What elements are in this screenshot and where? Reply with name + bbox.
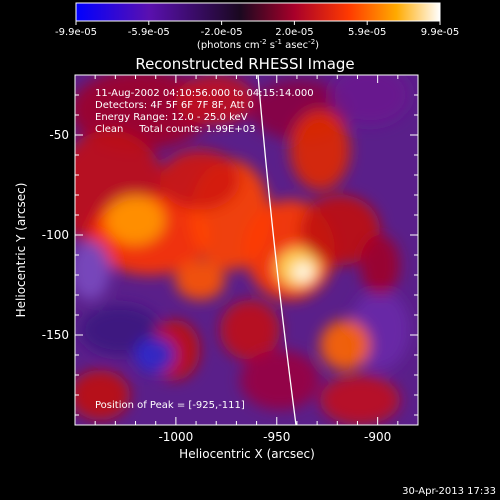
heatmap-blob (105, 195, 165, 245)
colorbar-tick-label: -5.9e-05 (128, 27, 170, 38)
heatmap-blob (320, 320, 370, 370)
y-tick-label: -50 (49, 128, 69, 142)
y-axis-label: Heliocentric Y (arcsec) (14, 183, 28, 318)
y-tick-label: -100 (42, 228, 69, 242)
annotation-peak: Position of Peak = [-925,-111] (95, 400, 245, 411)
heatmap-blob (293, 263, 313, 281)
x-tick-label: -950 (263, 430, 290, 444)
heatmap-blob (135, 337, 175, 373)
plot-frame (74, 74, 419, 426)
solar-limb (257, 75, 297, 425)
axis-tick-labels: -1000 -950 -900 -50 -100 -150 (42, 128, 391, 444)
x-tick-label: -900 (364, 430, 391, 444)
heatmap-blob (290, 110, 350, 190)
annotation-time: 11-Aug-2002 04:10:56.000 to 04:15:14.000 (95, 88, 314, 99)
x-tick-label: -1000 (158, 430, 193, 444)
footer-timestamp: 30-Apr-2013 17:33 (402, 486, 496, 497)
colorbar-ticks (75, 21, 441, 25)
colorbar-tick-label: 2.0e-05 (275, 27, 313, 38)
colorbar-tick-label: 5.9e-05 (348, 27, 386, 38)
colorbar-tick-label: 9.9e-05 (421, 27, 459, 38)
annotation-energy: Energy Range: 12.0 - 25.0 keV (95, 112, 248, 123)
axis-ticks (75, 75, 418, 425)
annotations: 11-Aug-2002 04:10:56.000 to 04:15:14.000… (95, 88, 314, 411)
y-tick-label: -150 (42, 328, 69, 342)
heatmap-blob (175, 75, 255, 125)
x-axis-label: Heliocentric X (arcsec) (179, 447, 315, 461)
colorbar-tick-label: -2.0e-05 (201, 27, 243, 38)
chart-title: Reconstructed RHESSI Image (135, 55, 354, 73)
colorbar-units: (photons cm-2 s-1 asec-2) (197, 38, 319, 51)
heatmap-blob (175, 260, 225, 300)
colorbar-tick-label: -9.9e-05 (55, 27, 97, 38)
heatmap-blob (80, 305, 160, 355)
heatmap-blob (240, 350, 320, 410)
heatmap-blob (320, 375, 400, 425)
heatmap-blob (75, 240, 110, 300)
colorbar (75, 2, 441, 22)
annotation-detectors: Detectors: 4F 5F 6F 7F 8F, Att 0 (95, 100, 254, 111)
heatmap-image (75, 75, 418, 425)
heatmap-blob (75, 370, 130, 420)
annotation-clean: Clean Total counts: 1.99E+03 (95, 124, 255, 135)
heatmap-blob (360, 235, 400, 295)
heatmap-blob (160, 150, 240, 210)
colorbar-labels: -9.9e-05 -5.9e-05 -2.0e-05 2.0e-05 5.9e-05 9.… (55, 27, 459, 38)
heatmap-blob (330, 75, 410, 125)
heatmap-blob (300, 195, 380, 265)
heatmap-blob (220, 300, 280, 360)
